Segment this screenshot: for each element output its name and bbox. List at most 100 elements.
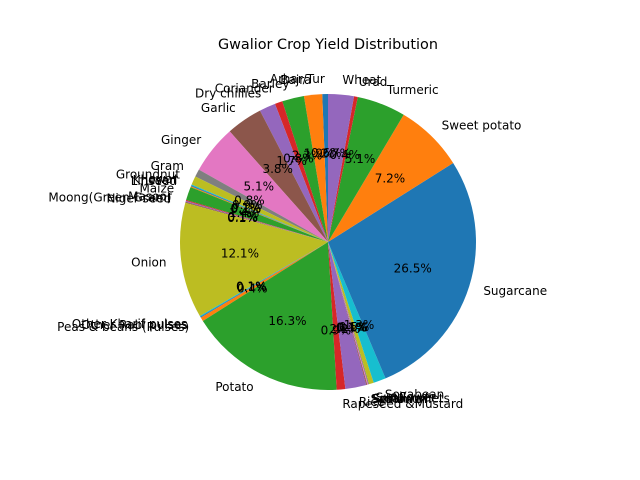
pie-slice-garlic xyxy=(229,110,328,242)
pie-slice-other-kharif-pulses xyxy=(199,242,328,317)
pie-category-label: Soyabean xyxy=(385,388,444,402)
pie-percent-label: 0.4% xyxy=(237,281,268,295)
pie-slice-rice xyxy=(328,242,367,389)
pie-category-label: Arhar/Tur xyxy=(270,72,325,86)
pie-category-label: Rapeseed &Mustard xyxy=(342,397,463,411)
pie-category-label: Dry chillies xyxy=(195,86,261,100)
pie-slice-bajra xyxy=(303,94,328,242)
pie-percent-label: 7.2% xyxy=(375,171,406,185)
pie-category-label: Barley xyxy=(251,77,289,91)
pie-percent-label: 0.1% xyxy=(337,320,368,334)
pie-percent-label: 0.8% xyxy=(283,151,314,165)
pie-slice-linseed xyxy=(190,186,328,242)
pie-percent-label: 1.4% xyxy=(229,206,260,220)
pie-percent-label: 0.8% xyxy=(234,194,265,208)
pie-percent-label: 0.1% xyxy=(236,280,267,294)
pie-category-label: Masoor xyxy=(128,189,172,203)
pie-percent-label: 0.6% xyxy=(311,146,342,160)
pie-slice-urad xyxy=(328,96,358,242)
pie-category-label: Rice xyxy=(359,395,385,409)
pie-category-label: Small millets xyxy=(373,392,450,406)
pie-percent-label: 0.1% xyxy=(228,210,259,224)
pie-category-label: Groundnut xyxy=(116,167,180,181)
pie-category-label: Sesamum xyxy=(372,392,432,406)
pie-category-label: Maize xyxy=(139,182,174,196)
pie-percent-label: 0.1% xyxy=(227,211,258,225)
pie-percent-label: 0.1% xyxy=(231,201,262,215)
pie-slice-maize xyxy=(186,187,328,242)
pie-category-label: Potato xyxy=(215,380,253,394)
pie-slice-sweet-potato xyxy=(328,114,454,242)
pie-category-label: Gram xyxy=(151,159,184,173)
pie-percent-label: 5.1% xyxy=(244,179,275,193)
pie-category-label: Wheat xyxy=(342,73,381,87)
pie-category-label: Moong(Green Gram) xyxy=(48,190,171,204)
pie-slice-sesamum xyxy=(328,242,369,385)
pie-percent-label: 1.3% xyxy=(344,318,375,332)
pie-slice-groundnut xyxy=(191,176,328,242)
pie-slice-peas-beans-pulses xyxy=(200,242,328,321)
pie-category-label: Onion xyxy=(131,256,166,270)
pie-percent-label: 16.3% xyxy=(268,314,306,328)
pie-slice-sugarcane xyxy=(328,163,476,379)
pie-slice-rapeseed-mustard xyxy=(328,242,346,390)
pie-category-label: Jowar xyxy=(144,172,178,186)
pie-slice-sunflower xyxy=(328,242,374,385)
pie-category-label: Safflower xyxy=(371,392,427,406)
pie-percent-label: 2.7% xyxy=(321,147,352,161)
pie-slice-coriander xyxy=(274,101,328,243)
pie-slice-ginger xyxy=(198,131,328,242)
pie-percent-label: 5.1% xyxy=(345,152,376,166)
pie-category-label: Khesari xyxy=(133,173,178,187)
chart-title: Gwalior Crop Yield Distribution xyxy=(218,37,438,53)
pie-category-label: Bajra xyxy=(280,73,311,87)
pie-slice-dry-chillies xyxy=(259,103,328,242)
pie-percent-label: 0.1% xyxy=(227,211,258,225)
pie-percent-label: 0.5% xyxy=(339,320,370,334)
pie-percent-label: 1.7% xyxy=(276,154,307,168)
pie-percent-label: 0.9% xyxy=(232,198,263,212)
pie-category-label: Sugarcane xyxy=(483,284,547,298)
pie-category-label: Other Kharif pulses xyxy=(72,317,187,331)
pie-percent-label: 0.4% xyxy=(330,148,361,162)
pie-percent-label: 0.1% xyxy=(337,321,368,335)
pie-slice-moong-green-gram xyxy=(185,200,328,242)
pie-slice-niger-seed xyxy=(185,201,328,242)
pie-slice-barley xyxy=(282,95,328,242)
pie-slice-other-rabi-pulses xyxy=(200,242,328,318)
pie-category-label: Peas & beans (Pulses) xyxy=(57,320,189,334)
pie-category-label: Urad xyxy=(359,75,388,89)
pie-percent-label: 0.9% xyxy=(321,323,352,337)
pie-percent-label: 2.3% xyxy=(292,149,323,163)
pie-percent-label: 0.1% xyxy=(236,280,267,294)
pie-slice-gram xyxy=(195,169,328,242)
pie-category-label: Coriander xyxy=(215,82,274,96)
pie-percent-label: 12.1% xyxy=(221,246,259,260)
pie-category-label: Other Rabi pulses xyxy=(81,318,188,332)
pie-slice-soyabean xyxy=(328,242,386,383)
pie-percent-label: 26.5% xyxy=(394,262,432,276)
pie-category-label: Sweet potato xyxy=(442,118,522,132)
pie-slice-arhar-tur xyxy=(322,93,328,242)
pie-slice-jowar xyxy=(191,184,328,242)
pie-slice-masoor xyxy=(185,199,328,242)
pie-slice-wheat xyxy=(328,94,355,242)
pie-percent-labels: 0.6%1.9%2.3%0.8%1.7%3.8%5.1%0.8%0.9%0.1%… xyxy=(221,146,432,337)
pie-percent-label: 1.9% xyxy=(304,147,335,161)
pie-slice-onion xyxy=(180,202,328,316)
pie-category-label: Linseed xyxy=(131,174,177,188)
pie-category-label: Turmeric xyxy=(386,83,439,97)
pie-category-label: Sunflower xyxy=(376,391,436,405)
pie-slices xyxy=(180,93,476,390)
pie-percent-label: 3.8% xyxy=(262,162,293,176)
pie-slice-turmeric xyxy=(328,97,404,242)
pie-category-label: Garlic xyxy=(201,101,236,115)
pie-category-label: Ginger xyxy=(161,133,201,147)
pie-percent-label: 0.1% xyxy=(230,202,261,216)
pie-percent-label: 2.2% xyxy=(330,322,361,336)
pie-slice-small-millets xyxy=(328,242,370,385)
pie-percent-label: 0.1% xyxy=(231,201,262,215)
